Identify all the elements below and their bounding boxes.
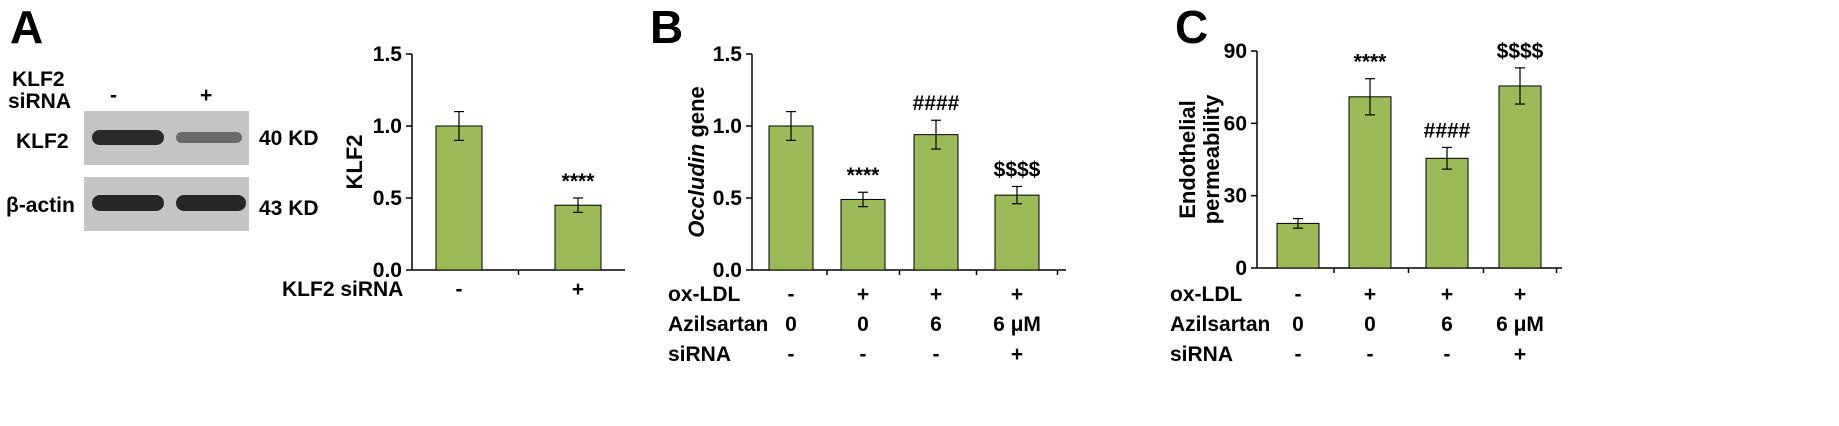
y-axis-label-italic: Occludin <box>684 144 709 238</box>
condition-value: 6 <box>930 313 942 336</box>
blot-condition-label-line2: siRNA <box>8 90 72 113</box>
y-tick-label: 60 <box>1224 112 1247 135</box>
y-tick-label: 1.0 <box>373 115 402 138</box>
y-tick-label: 0.0 <box>373 259 402 282</box>
blot-lane-sign-1: - <box>110 84 117 107</box>
blot-size-actin: 43 KD <box>259 197 319 220</box>
y-axis-label-line2: permeability <box>1199 94 1224 224</box>
condition-value: + <box>1514 343 1526 366</box>
blot-size-klf2: 40 KD <box>259 127 319 150</box>
y-tick-label: 90 <box>1224 40 1247 63</box>
condition-row-label: ox-LDL <box>668 283 740 306</box>
significance-label: $$$$ <box>1497 40 1544 63</box>
condition-value: + <box>1364 283 1376 306</box>
y-tick-label: 1.5 <box>373 43 403 66</box>
condition-value: - <box>788 343 795 366</box>
significance-label: $$$$ <box>994 158 1041 181</box>
y-tick-label: 30 <box>1224 185 1247 208</box>
condition-value: - <box>860 343 867 366</box>
bar <box>994 194 1040 271</box>
klf2-blot-strip <box>84 111 249 165</box>
y-axis-label: Occludin gene <box>684 86 709 238</box>
chart-a: 0.0 0.5 1.0 1.5 **** KLF2 siRNA - + KLF2 <box>282 43 625 301</box>
condition-value: + <box>930 283 942 306</box>
condition-value: - <box>456 278 463 301</box>
condition-value: + <box>857 283 869 306</box>
actin-blot-strip <box>84 177 249 231</box>
significance-label: #### <box>1424 119 1471 142</box>
actin-band-lane1 <box>92 195 164 211</box>
bar <box>840 198 886 271</box>
bar <box>554 204 602 271</box>
y-axis-label-rest: gene <box>684 86 709 143</box>
condition-value: 0 <box>785 313 797 336</box>
significance-label: **** <box>847 164 881 187</box>
blot-condition-label-line1: KLF2 <box>12 68 65 91</box>
condition-value: - <box>1444 343 1451 366</box>
klf2-band-lane2 <box>176 132 242 143</box>
condition-value: - <box>1367 343 1374 366</box>
y-tick-label: 0 <box>1235 257 1247 280</box>
actin-band-lane2 <box>176 195 246 211</box>
condition-value: - <box>1295 283 1302 306</box>
condition-value: 0 <box>1364 313 1376 336</box>
condition-value: - <box>1295 343 1302 366</box>
condition-value: 6 <box>1441 313 1453 336</box>
condition-value: + <box>572 278 584 301</box>
condition-row-label: Azilsartan <box>1170 313 1270 336</box>
condition-value: + <box>1441 283 1453 306</box>
klf2-band-lane1 <box>92 130 164 145</box>
blot-lane-sign-2: + <box>200 84 213 107</box>
condition-value: 6 μM <box>1496 313 1544 336</box>
bar <box>1425 157 1469 269</box>
condition-value: - <box>788 283 795 306</box>
blot-row-label-klf2: KLF2 <box>16 130 69 153</box>
y-tick-label: 1.0 <box>713 115 742 138</box>
significance-label: **** <box>562 170 596 193</box>
bar <box>1276 222 1320 269</box>
panel-letter-a: A <box>10 1 44 53</box>
blot-row-label-actin: β-actin <box>6 194 75 217</box>
bar <box>1348 96 1392 269</box>
y-tick-label: 0.5 <box>373 187 403 210</box>
y-axis-label-line1: Endothelial <box>1175 100 1200 219</box>
condition-row-label: Azilsartan <box>668 313 768 336</box>
bar <box>435 125 483 271</box>
condition-value: 6 μM <box>993 313 1041 336</box>
bar <box>1498 85 1542 269</box>
y-tick-label: 0.5 <box>713 187 743 210</box>
y-tick-label: 0.0 <box>713 259 742 282</box>
condition-value: 0 <box>1292 313 1304 336</box>
panel-letter-c: C <box>1175 1 1209 53</box>
y-axis-label: KLF2 <box>342 135 367 190</box>
bar <box>768 125 814 271</box>
condition-row-label: siRNA <box>1170 343 1233 366</box>
significance-label: #### <box>913 92 960 115</box>
condition-value: + <box>1011 343 1023 366</box>
bar <box>913 134 959 271</box>
condition-value: + <box>1011 283 1023 306</box>
significance-label: **** <box>1354 51 1388 74</box>
condition-row-label: KLF2 siRNA <box>282 278 403 301</box>
panel-letter-b: B <box>650 1 684 53</box>
condition-row-label: siRNA <box>668 343 731 366</box>
chart-b: 0.0 0.5 1.0 1.5 **** #### $$$$ ox-LDL - + + + Azilsa… <box>668 43 1066 366</box>
condition-value: - <box>933 343 940 366</box>
western-blot: KLF2 siRNA - + KLF2 β-actin 40 KD 43 KD <box>0 0 330 250</box>
condition-row-label: ox-LDL <box>1170 283 1242 306</box>
y-tick-label: 1.5 <box>713 43 743 66</box>
condition-value: 0 <box>857 313 869 336</box>
condition-value: + <box>1514 283 1526 306</box>
